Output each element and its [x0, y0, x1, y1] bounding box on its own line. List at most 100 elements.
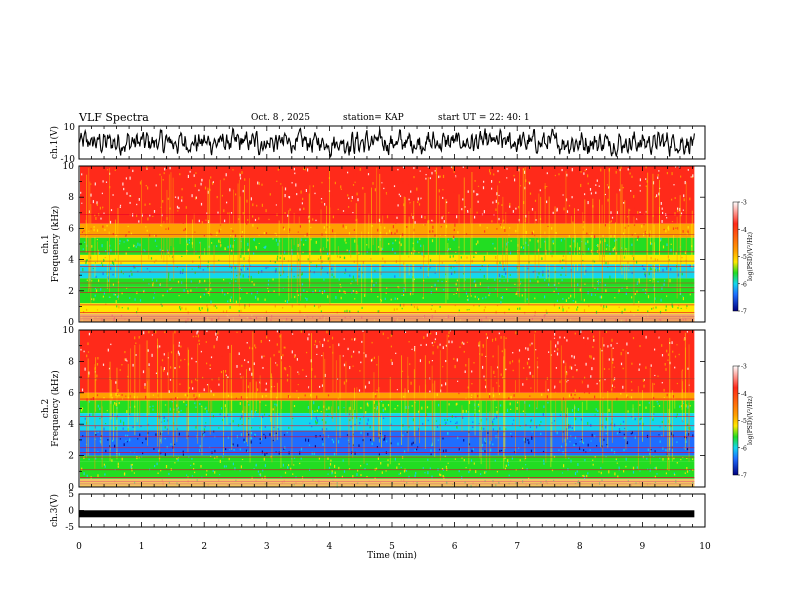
ch1-spectrogram-speckle: [248, 303, 250, 307]
ch1-spectrogram-speckle: [631, 243, 633, 247]
ch2-spectrogram-speckle: [426, 406, 429, 409]
ch1-spectrogram-speckle: [417, 197, 419, 201]
ch1-spectrogram-speckle: [393, 308, 395, 311]
ch2-spectrogram-speckle: [470, 397, 472, 399]
ch1-spectrogram-speckle: [129, 201, 131, 204]
ch1-spectrogram-speckle: [623, 202, 625, 204]
ch1-spectrogram-speckle: [207, 308, 209, 312]
ch1-spectrogram-speckle: [149, 271, 151, 273]
ch2-spectrogram-speckle: [570, 459, 572, 463]
ch2-spectrogram-speckle: [581, 337, 583, 340]
ch2-spectrogram-speckle: [240, 376, 242, 379]
ch2-spectrogram-speckle: [506, 382, 508, 385]
ch2-spectrogram-speckle: [104, 473, 106, 476]
ch1-spectrogram-speckle: [282, 307, 284, 309]
ch2-spectrogram-speckle: [670, 425, 672, 428]
ch2-spectrogram-speckle: [497, 366, 499, 369]
ch2-spectrogram-speckle: [395, 362, 398, 365]
ch1-spectrogram-speckle: [203, 235, 205, 237]
ch1-spectrogram-speckle: [454, 304, 456, 307]
ch2-spectrogram-speckle: [124, 351, 126, 354]
ch2-spectrogram-burst: [335, 360, 337, 455]
ch2-spectrogram-speckle: [483, 450, 485, 453]
ch2-spectrogram-speckle: [465, 410, 467, 413]
ch2-spectrogram-speckle: [170, 366, 172, 369]
ch1-spectrogram-speckle: [649, 233, 651, 237]
ch2-spectrogram-speckle: [307, 438, 310, 442]
ch1-spectrogram-speckle: [684, 181, 686, 185]
ch1-spectrogram-speckle: [189, 170, 191, 173]
ch1-spectrogram-speckle: [483, 309, 485, 312]
ch2-spectrogram-burst: [599, 330, 601, 443]
ch1-spectrogram-speckle: [136, 214, 138, 217]
ch1-spectrogram-speckle: [690, 176, 692, 178]
ch1-spectrogram-speckle: [334, 181, 336, 185]
ch1-spectrogram-speckle: [93, 298, 95, 301]
ch2-spectrogram-speckle: [364, 332, 366, 335]
ch2-spectrogram-speckle: [454, 458, 456, 460]
ch1-spectrogram-speckle: [112, 273, 114, 276]
ch1-spectrogram-speckle: [434, 170, 436, 172]
ch2-spectrogram-burst: [110, 379, 112, 420]
ch1-spectrogram-speckle: [483, 180, 485, 183]
ch1-spectrogram-burst: [403, 196, 405, 284]
ch2-spectrogram-burst: [431, 365, 433, 431]
ch2-spectrogram-speckle: [204, 431, 206, 433]
ch2-spectrogram-burst: [602, 337, 604, 464]
ch2-spectrogram-speckle: [435, 420, 438, 422]
ch1-spectrogram-speckle: [230, 296, 232, 299]
ch2-spectrogram-speckle: [415, 471, 417, 475]
ch1-spectrogram-speckle: [584, 193, 586, 196]
ch3-waveform-trace: [79, 510, 695, 518]
ch2-spectrogram-speckle: [676, 382, 678, 384]
ch2-spectrogram-speckle: [485, 355, 487, 358]
ch2-spectrogram-speckle: [276, 330, 278, 333]
ch2-spectrogram-speckle: [583, 449, 585, 452]
ch2-spectrogram-speckle: [428, 364, 431, 366]
ch2-spectrogram-speckle: [254, 344, 256, 347]
ch2-spectrogram-burst: [565, 362, 567, 459]
ch1-spectrogram-speckle: [306, 291, 308, 293]
ch2-spectrogram-speckle: [117, 462, 119, 466]
ch1-spectrogram-speckle: [102, 225, 104, 228]
ch1-spectrogram-speckle: [482, 297, 484, 300]
ch1-spectrogram-speckle: [448, 212, 450, 214]
ch2-spectrogram-speckle: [554, 385, 556, 389]
ch1-spectrogram-burst: [423, 244, 424, 297]
ch2-spectrogram-burst: [331, 406, 333, 415]
ch1-spectrogram-speckle: [683, 194, 685, 198]
ch2-spectrogram-speckle: [331, 336, 334, 340]
ch2-spectrogram-speckle: [80, 390, 82, 392]
ch2-spectrogram-speckle: [657, 375, 659, 377]
ch1-spectrogram-speckle: [397, 286, 399, 288]
ch1-spectrogram-speckle: [478, 305, 480, 307]
ch1-spectrogram-speckle: [165, 228, 167, 230]
ch2-spectrogram-speckle: [338, 440, 340, 444]
ch2-spectrogram-speckle: [566, 414, 568, 418]
ch1-spectrogram-speckle: [677, 207, 679, 211]
ch1-spectrogram-speckle: [569, 245, 571, 248]
ch2-spectrogram-speckle: [324, 373, 326, 378]
ch1-spectrogram-speckle: [594, 235, 596, 239]
ch2-spectrogram-speckle: [483, 349, 485, 353]
ch2-spectrogram-speckle: [483, 427, 485, 430]
ch2-spectrogram-speckle: [592, 463, 594, 466]
ch1-spectrogram-speckle: [354, 298, 356, 300]
ch1-spectrogram-speckle: [506, 242, 508, 246]
ch1-spectrogram-speckle: [473, 304, 475, 307]
ch2-spectrogram-speckle: [456, 402, 458, 406]
ch1-spectrogram-speckle: [293, 275, 295, 278]
ch1-spectrogram-speckle: [671, 198, 673, 201]
ch2-spectrogram-speckle: [342, 355, 344, 357]
ch1-spectrogram-speckle: [208, 220, 210, 222]
ch1-spectrogram-speckle: [682, 295, 684, 297]
ch1-spectrogram-burst: [219, 179, 221, 248]
ch2-spectrogram-speckle: [229, 449, 231, 451]
ch2-spectrogram-speckle: [140, 367, 142, 370]
ch1-spectrogram-speckle: [96, 201, 98, 205]
ch1-spectrogram-speckle: [636, 290, 638, 294]
ch2-spectrogram-speckle: [382, 408, 384, 412]
ch2-spectrogram-speckle: [473, 462, 475, 465]
ch1-spectrogram-speckle: [657, 174, 659, 177]
ch1-spectrogram-speckle: [525, 241, 527, 244]
